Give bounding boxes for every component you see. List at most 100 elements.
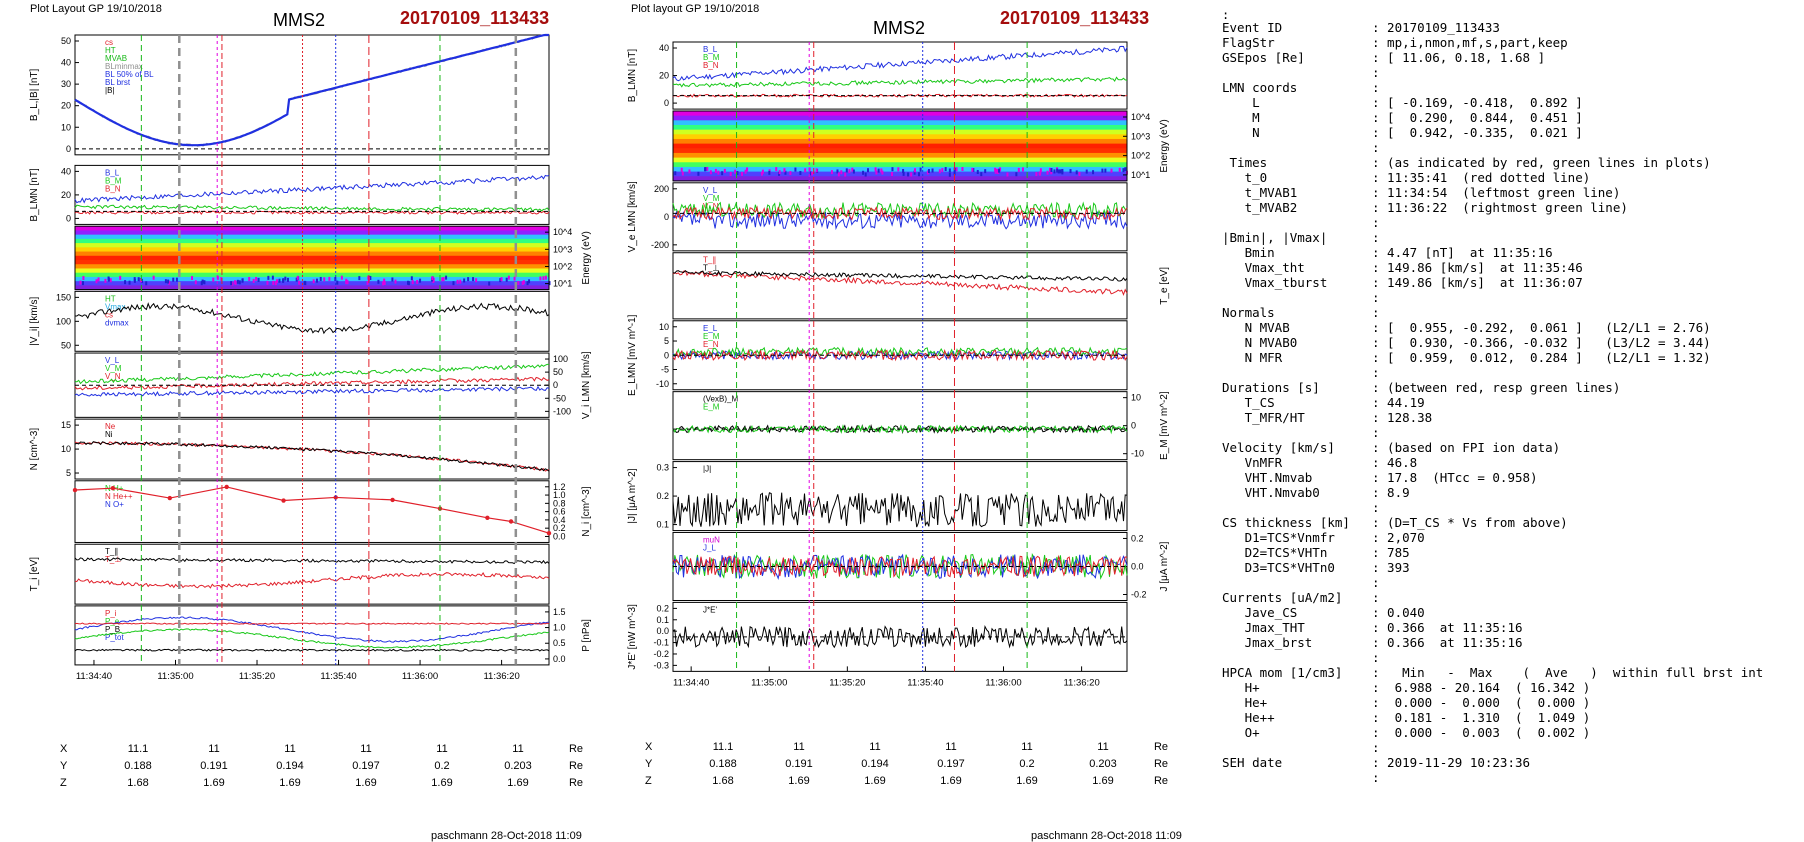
panel-7: 0.1 0.2 0.3 |J| [μA m^-2] |J| bbox=[627, 461, 1128, 532]
info-value: : bbox=[1372, 140, 1380, 155]
info-key: Jave_CS bbox=[1222, 605, 1298, 620]
info-key: N MFR bbox=[1222, 350, 1283, 365]
position-value: 11 bbox=[1097, 740, 1109, 753]
legend-entry: E_N bbox=[703, 340, 719, 349]
info-value: : 0.366 at 11:35:16 bbox=[1372, 635, 1523, 650]
info-row: : bbox=[1222, 290, 1763, 305]
info-key: LMN coords bbox=[1222, 80, 1298, 95]
data-point bbox=[333, 495, 338, 500]
spectrogram-noise-pixel bbox=[1021, 167, 1024, 172]
info-value: : bbox=[1372, 305, 1380, 320]
y-tick-label: 40 bbox=[659, 43, 669, 53]
info-key: He++ bbox=[1222, 710, 1275, 725]
spectrogram-noise-pixel bbox=[874, 167, 877, 172]
spectrogram-noise-pixel bbox=[191, 275, 194, 280]
spectrogram-noise-pixel bbox=[286, 277, 289, 282]
position-value: 11 bbox=[208, 742, 220, 755]
info-key: M bbox=[1222, 110, 1260, 125]
legend-entry: E_L bbox=[703, 324, 718, 333]
panel-8: T_i [eV] T_∥T_⊥ bbox=[29, 543, 550, 605]
spectrogram-noise-pixel bbox=[539, 276, 542, 281]
info-value: : 149.86 [km/s] at 11:36:07 bbox=[1372, 275, 1583, 290]
left-sc-title: MMS2 bbox=[273, 10, 326, 30]
info-key: Jmax_brst bbox=[1222, 635, 1313, 650]
spectrogram-band bbox=[673, 115, 1127, 121]
spectrogram-noise-pixel bbox=[994, 167, 997, 172]
position-value: 0.197 bbox=[937, 757, 965, 770]
spectrogram-noise-pixel bbox=[382, 281, 385, 286]
y-tick-label: 0 bbox=[1131, 421, 1136, 431]
info-key bbox=[1222, 140, 1372, 155]
time-tick-label: 11:36:20 bbox=[1063, 677, 1099, 688]
spectrogram-noise-pixel bbox=[961, 167, 964, 172]
y-tick-label: -0.1 bbox=[653, 638, 669, 648]
legend-entry: BLminmax bbox=[105, 62, 143, 71]
spectrogram-noise-pixel bbox=[432, 278, 435, 283]
spectrogram-noise-pixel bbox=[897, 167, 900, 172]
series-line bbox=[672, 270, 1128, 297]
spectrogram-noise-pixel bbox=[746, 167, 749, 172]
time-tick-label: 11:36:00 bbox=[985, 677, 1021, 688]
spectrogram-noise-pixel bbox=[168, 280, 171, 285]
spectrogram-noise-pixel bbox=[890, 172, 893, 177]
position-unit: Re bbox=[568, 742, 584, 755]
spectrogram-noise-pixel bbox=[257, 277, 260, 282]
spectrogram-noise-pixel bbox=[844, 172, 847, 177]
legend-entry: B_N bbox=[703, 61, 719, 70]
spectrogram-noise-pixel bbox=[167, 279, 170, 284]
time-tick-label: 11:35:00 bbox=[157, 671, 193, 682]
series-line bbox=[672, 270, 1128, 282]
y-tick-label: 50 bbox=[553, 367, 563, 377]
y-tick-label: -10 bbox=[656, 379, 669, 389]
spectrogram-noise-pixel bbox=[475, 278, 478, 283]
position-value: 1.69 bbox=[1016, 774, 1038, 787]
info-row: CS thickness [km]: (D=T_CS * Vs from abo… bbox=[1222, 515, 1763, 530]
y-tick-label: 0 bbox=[553, 380, 558, 390]
info-value: : bbox=[1372, 650, 1380, 665]
info-value: : bbox=[1372, 500, 1380, 515]
info-row: : bbox=[1222, 215, 1763, 230]
spectrogram-band bbox=[673, 148, 1127, 154]
info-key: t_0 bbox=[1222, 170, 1268, 185]
time-tick-label: 11:34:40 bbox=[673, 677, 709, 688]
info-row: D3=TCS*VHTn0: 393 bbox=[1222, 560, 1763, 575]
info-key: FlagStr bbox=[1222, 35, 1275, 50]
spectrogram-noise-pixel bbox=[119, 275, 122, 280]
info-row: t_0: 11:35:41 (red dotted line) bbox=[1222, 170, 1763, 185]
y-axis-label: |V_i| [km/s] bbox=[29, 297, 40, 346]
position-value: 11 bbox=[945, 740, 957, 753]
spectrogram-noise-pixel bbox=[799, 170, 802, 175]
info-value: : (D=T_CS * Vs from above) bbox=[1372, 515, 1568, 530]
spectrogram-noise-pixel bbox=[216, 275, 219, 280]
y-tick-label: -10 bbox=[1131, 449, 1144, 459]
position-unit: Re bbox=[1153, 774, 1169, 787]
spectrogram-noise-pixel bbox=[809, 171, 812, 176]
info-value: : 11:34:54 (leftmost green line) bbox=[1372, 185, 1621, 200]
info-row: Jmax_brst : 0.366 at 11:35:16 bbox=[1222, 635, 1763, 650]
info-key: Jmax_THT bbox=[1222, 620, 1305, 635]
series-line bbox=[74, 441, 550, 472]
y-tick-label: 20 bbox=[61, 101, 71, 111]
spectrogram-noise-pixel bbox=[971, 167, 974, 172]
panel-3: 10^1 10^2 10^3 10^4 Energy (eV) bbox=[74, 225, 592, 291]
spectrogram-noise-pixel bbox=[82, 275, 85, 280]
info-key: D3=TCS*VHTn0 bbox=[1222, 560, 1335, 575]
panel-frame bbox=[672, 391, 1128, 461]
spectrogram-noise-pixel bbox=[1085, 169, 1088, 174]
data-point bbox=[167, 495, 172, 501]
spectrogram-noise-pixel bbox=[980, 172, 983, 177]
series-line bbox=[74, 557, 550, 565]
position-axis-label: X bbox=[645, 740, 653, 753]
position-unit: Re bbox=[1153, 757, 1169, 770]
y-tick-label: 40 bbox=[61, 58, 71, 68]
info-key: VHT.Nmvab0 bbox=[1222, 485, 1320, 500]
y-tick-label: 0 bbox=[664, 98, 669, 108]
spectrogram-band bbox=[673, 176, 1127, 182]
position-axis-label: Y bbox=[60, 759, 68, 772]
spectrogram-band bbox=[673, 157, 1127, 163]
position-row: Z 1.68 1.69 1.69 1.69 1.69 1.69 Re bbox=[645, 772, 1181, 789]
spectrogram-noise-pixel bbox=[1069, 169, 1072, 174]
spectrogram-noise-pixel bbox=[267, 275, 270, 280]
